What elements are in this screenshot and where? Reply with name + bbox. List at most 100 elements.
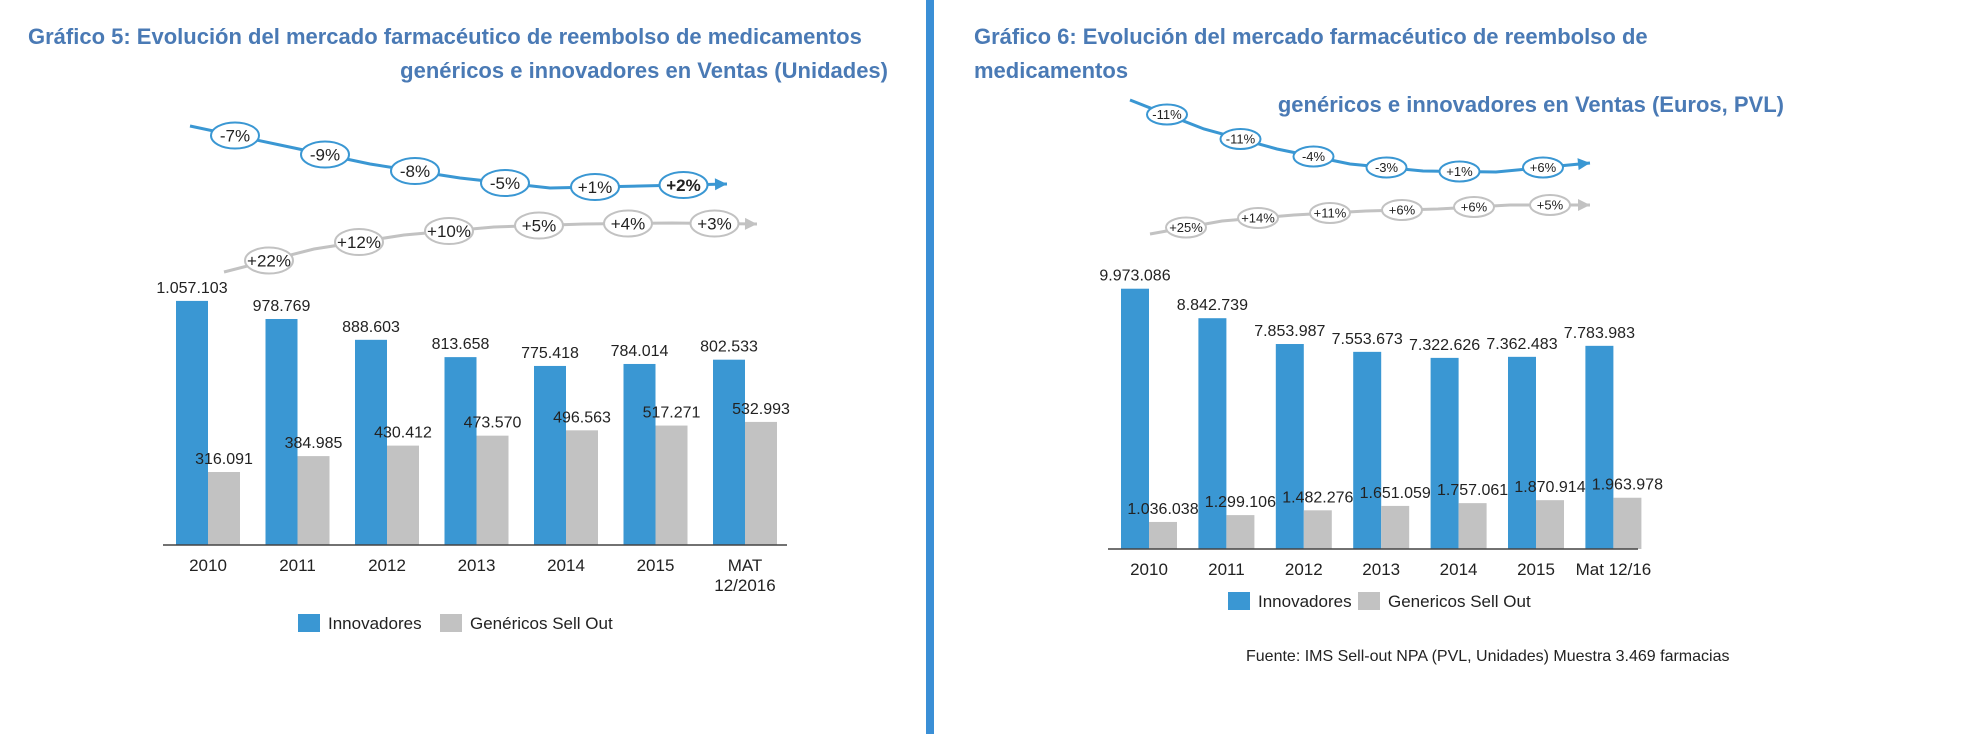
bar-genericos xyxy=(1149,521,1177,549)
growth-innovadores-label: +6% xyxy=(1530,160,1557,175)
growth-genericos-label: +11% xyxy=(1314,206,1347,221)
bar-innovadores xyxy=(1275,344,1304,549)
growth-innovadores-line xyxy=(189,124,728,190)
growth-genericos-oval xyxy=(1381,199,1423,221)
value-label-innovadores: 1.057.103 xyxy=(156,280,227,297)
bar-genericos xyxy=(387,445,419,545)
category-label: 2011 xyxy=(1208,560,1245,579)
value-label-innovadores: 7.853.987 xyxy=(1254,323,1325,340)
legend-swatch-innovadores xyxy=(298,614,320,632)
growth-genericos-label: +6% xyxy=(1461,200,1488,215)
chart-title-line1: Gráfico 6: Evolución del mercado farmacé… xyxy=(974,24,1648,83)
value-label-innovadores: 7.322.626 xyxy=(1409,337,1480,354)
growth-innovadores-label: -7% xyxy=(220,127,250,146)
growth-innovadores-oval xyxy=(390,157,440,185)
growth-genericos-arrowhead xyxy=(1578,199,1590,211)
value-label-innovadores: 888.603 xyxy=(342,319,400,336)
growth-genericos-oval xyxy=(1529,194,1571,216)
category-label: MAT xyxy=(728,556,763,575)
growth-genericos-line xyxy=(223,221,758,274)
growth-innovadores-label: -9% xyxy=(310,146,340,165)
value-label-genericos: 316.091 xyxy=(195,451,253,468)
growth-genericos-oval xyxy=(1453,196,1495,218)
legend-swatch-genericos xyxy=(1358,592,1380,610)
value-label-innovadores: 802.533 xyxy=(700,339,758,356)
growth-innovadores-oval xyxy=(1365,156,1408,179)
growth-genericos-label: +5% xyxy=(522,217,557,236)
category-label: 2015 xyxy=(637,556,675,575)
growth-genericos-label: +4% xyxy=(611,215,646,234)
growth-innovadores-label: -8% xyxy=(400,162,430,181)
growth-innovadores-label: -11% xyxy=(1152,107,1182,122)
category-label: 12/2016 xyxy=(714,576,775,595)
bar-genericos xyxy=(1381,505,1410,549)
chart-title-line1: Gráfico 5: Evolución del mercado farmacé… xyxy=(28,24,862,49)
bar-innovadores xyxy=(1430,357,1459,549)
category-label: 2013 xyxy=(458,556,496,575)
growth-innovadores-label: +1% xyxy=(578,178,613,197)
growth-innovadores-oval xyxy=(1219,128,1262,150)
bar-innovadores xyxy=(1121,288,1149,549)
value-label-genericos: 517.271 xyxy=(643,405,701,422)
value-label-genericos: 1.651.059 xyxy=(1360,485,1431,502)
bar-innovadores xyxy=(355,339,387,545)
bar-genericos xyxy=(476,435,509,545)
growth-genericos-oval xyxy=(1237,207,1279,229)
bar-genericos xyxy=(745,421,777,545)
category-label: 2011 xyxy=(279,556,316,575)
bar-innovadores xyxy=(623,363,656,545)
growth-genericos-label: +3% xyxy=(697,215,732,234)
chart-title-euros: Gráfico 6: Evolución del mercado farmacé… xyxy=(974,20,1784,122)
growth-genericos-oval xyxy=(424,217,474,245)
category-label: 2015 xyxy=(1517,560,1555,579)
category-label: 2010 xyxy=(189,556,227,575)
bar-innovadores xyxy=(1508,356,1536,549)
bar-innovadores xyxy=(1198,318,1227,549)
growth-genericos-line xyxy=(1149,203,1590,236)
growth-innovadores-oval xyxy=(300,140,350,169)
value-label-innovadores: 775.418 xyxy=(521,345,579,362)
source-note: Fuente: IMS Sell-out NPA (PVL, Unidades)… xyxy=(1246,648,1730,665)
chart-title-line2: genéricos e innovadores en Ventas (Euros… xyxy=(1277,92,1784,117)
category-label: 2012 xyxy=(368,556,406,575)
value-label-innovadores: 7.783.983 xyxy=(1564,325,1635,342)
value-label-genericos: 1.870.914 xyxy=(1514,479,1585,496)
legend-label-genericos: Genericos Sell Out xyxy=(1388,592,1531,611)
chart-panel-units: Gráfico 5: Evolución del mercado farmacé… xyxy=(0,0,926,734)
value-label-innovadores: 7.362.483 xyxy=(1486,336,1557,353)
chart-title-line2: genéricos e innovadores en Ventas (Unida… xyxy=(400,58,888,83)
bar-genericos xyxy=(1303,510,1332,549)
growth-genericos-label: +22% xyxy=(247,252,291,271)
value-label-genericos: 532.993 xyxy=(732,401,790,418)
category-label: 2012 xyxy=(1285,560,1323,579)
growth-innovadores-oval xyxy=(210,121,260,150)
growth-genericos-label: +14% xyxy=(1241,211,1275,226)
value-label-genericos: 1.036.038 xyxy=(1127,501,1198,518)
growth-innovadores-arrowhead xyxy=(714,178,727,191)
value-label-innovadores: 9.973.086 xyxy=(1099,268,1170,285)
growth-genericos-oval xyxy=(244,246,294,275)
category-label: Mat 12/16 xyxy=(1576,560,1652,579)
bar-innovadores xyxy=(713,359,745,545)
growth-genericos-oval xyxy=(1165,216,1207,239)
bar-genericos xyxy=(1226,515,1255,549)
value-label-innovadores: 8.842.739 xyxy=(1177,297,1248,314)
bar-chart-euros: 9.973.086 1.036.038 2010 8.842.739 1.299.106… xyxy=(1099,98,1663,611)
growth-innovadores-label: +1% xyxy=(1446,164,1473,179)
growth-innovadores-oval xyxy=(1292,145,1335,168)
growth-genericos-label: +6% xyxy=(1389,203,1416,218)
value-label-genericos: 430.412 xyxy=(374,425,432,442)
bar-genericos xyxy=(1458,503,1487,549)
legend-swatch-genericos xyxy=(440,614,462,632)
bar-genericos xyxy=(655,425,688,545)
growth-innovadores-label: -4% xyxy=(1302,149,1326,164)
category-label: 2014 xyxy=(1440,560,1478,579)
growth-genericos-oval xyxy=(603,209,653,238)
growth-innovadores-oval xyxy=(480,169,530,197)
growth-innovadores-label: +2% xyxy=(666,176,701,195)
growth-innovadores-oval xyxy=(1146,103,1188,126)
value-label-innovadores: 978.769 xyxy=(253,298,311,315)
value-label-genericos: 1.757.061 xyxy=(1437,482,1508,499)
legend-label-innovadores: Innovadores xyxy=(1258,592,1352,611)
growth-genericos-oval xyxy=(1309,202,1351,224)
